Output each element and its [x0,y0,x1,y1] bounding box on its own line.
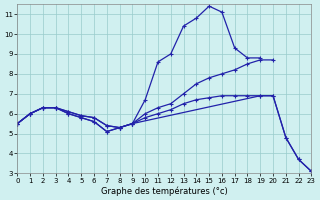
X-axis label: Graphe des températures (°c): Graphe des températures (°c) [101,186,228,196]
